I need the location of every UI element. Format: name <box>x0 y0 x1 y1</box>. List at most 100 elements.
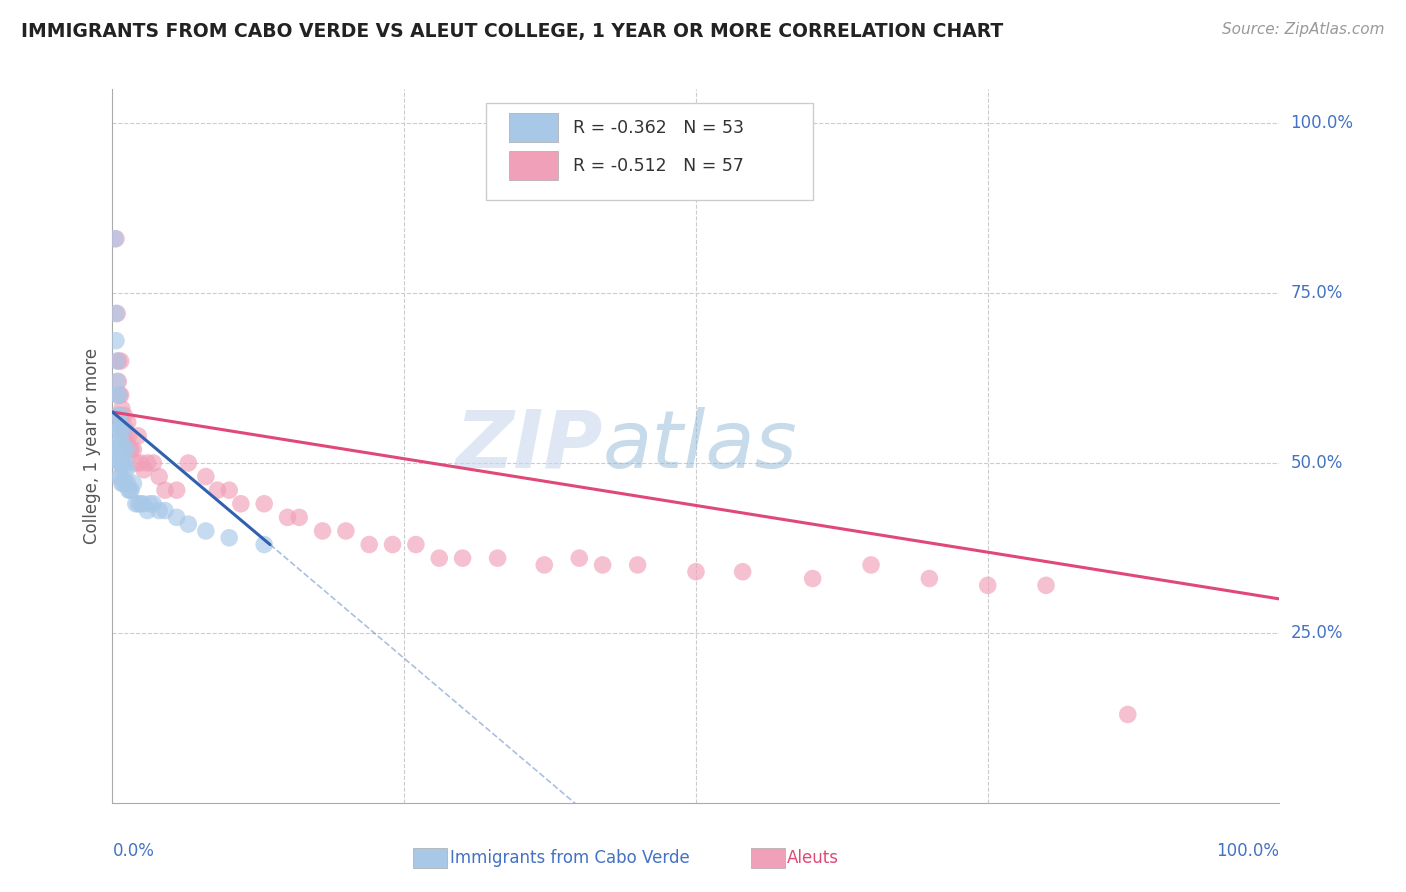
Text: R = -0.512   N = 57: R = -0.512 N = 57 <box>574 157 744 175</box>
Point <box>207 483 229 498</box>
Text: Immigrants from Cabo Verde: Immigrants from Cabo Verde <box>450 849 690 867</box>
Point <box>685 565 707 579</box>
Point <box>153 483 176 498</box>
Point <box>976 578 998 592</box>
Point <box>112 429 135 443</box>
Point <box>111 456 134 470</box>
FancyBboxPatch shape <box>486 103 813 200</box>
Point <box>166 483 188 498</box>
Point <box>129 456 152 470</box>
Point <box>427 551 450 566</box>
Point <box>148 469 170 483</box>
Point <box>451 551 474 566</box>
Point <box>148 503 170 517</box>
Point <box>592 558 614 572</box>
Point <box>139 497 162 511</box>
Point <box>107 388 129 402</box>
Point <box>359 537 381 551</box>
Point <box>111 422 134 436</box>
Point <box>218 531 240 545</box>
Point <box>136 503 159 517</box>
Point <box>129 497 152 511</box>
Point <box>115 435 138 450</box>
Point <box>486 551 509 566</box>
Point <box>335 524 357 538</box>
Point <box>120 442 142 457</box>
Text: 0.0%: 0.0% <box>112 842 155 860</box>
Point <box>153 503 176 517</box>
Point <box>120 483 142 498</box>
Point <box>568 551 591 566</box>
Point <box>111 456 134 470</box>
Point <box>142 456 165 470</box>
Point <box>110 469 132 483</box>
Point <box>118 483 141 498</box>
Point <box>177 456 200 470</box>
Point <box>110 442 132 457</box>
Point <box>108 409 131 423</box>
Point <box>105 306 128 320</box>
Point <box>104 232 127 246</box>
Point <box>107 354 129 368</box>
Point <box>118 429 141 443</box>
Point <box>107 442 129 457</box>
Point <box>115 463 138 477</box>
Point <box>107 435 129 450</box>
Text: atlas: atlas <box>603 407 797 485</box>
Point <box>107 375 129 389</box>
Point <box>104 306 127 320</box>
Point <box>104 232 127 246</box>
Point <box>110 422 132 436</box>
Point <box>918 572 941 586</box>
Point <box>142 497 165 511</box>
Point <box>136 456 159 470</box>
Point <box>112 463 135 477</box>
Point <box>1116 707 1139 722</box>
Point <box>111 415 134 429</box>
Point <box>108 469 131 483</box>
Point <box>107 422 129 436</box>
Point <box>122 476 145 491</box>
Point <box>288 510 311 524</box>
Text: ZIP: ZIP <box>456 407 603 485</box>
Point <box>132 497 155 511</box>
Text: 100.0%: 100.0% <box>1216 842 1279 860</box>
Point <box>105 375 128 389</box>
Point <box>112 409 135 423</box>
Text: Aleuts: Aleuts <box>787 849 839 867</box>
Text: 50.0%: 50.0% <box>1291 454 1343 472</box>
Point <box>125 497 148 511</box>
Point <box>107 409 129 423</box>
Point <box>107 449 129 463</box>
Text: 100.0%: 100.0% <box>1291 114 1354 132</box>
Point <box>110 388 132 402</box>
Point <box>194 469 217 483</box>
Point <box>731 565 754 579</box>
Point <box>627 558 650 572</box>
Text: 75.0%: 75.0% <box>1291 284 1343 302</box>
Point <box>110 354 132 368</box>
Point <box>127 429 149 443</box>
Y-axis label: College, 1 year or more: College, 1 year or more <box>83 348 101 544</box>
Point <box>125 456 148 470</box>
Point <box>108 435 131 450</box>
Point <box>105 354 128 368</box>
Point <box>118 483 141 498</box>
Point <box>117 476 139 491</box>
Point <box>177 517 200 532</box>
Point <box>111 401 134 416</box>
Point <box>105 388 128 402</box>
Point <box>112 442 135 457</box>
Point <box>114 422 136 436</box>
Point <box>311 524 333 538</box>
Point <box>108 388 131 402</box>
Point <box>108 409 131 423</box>
Point <box>229 497 252 511</box>
Point <box>108 456 131 470</box>
Point <box>533 558 555 572</box>
Point <box>405 537 427 551</box>
Point <box>194 524 217 538</box>
Point <box>253 537 276 551</box>
Point <box>860 558 883 572</box>
Point <box>115 442 138 457</box>
